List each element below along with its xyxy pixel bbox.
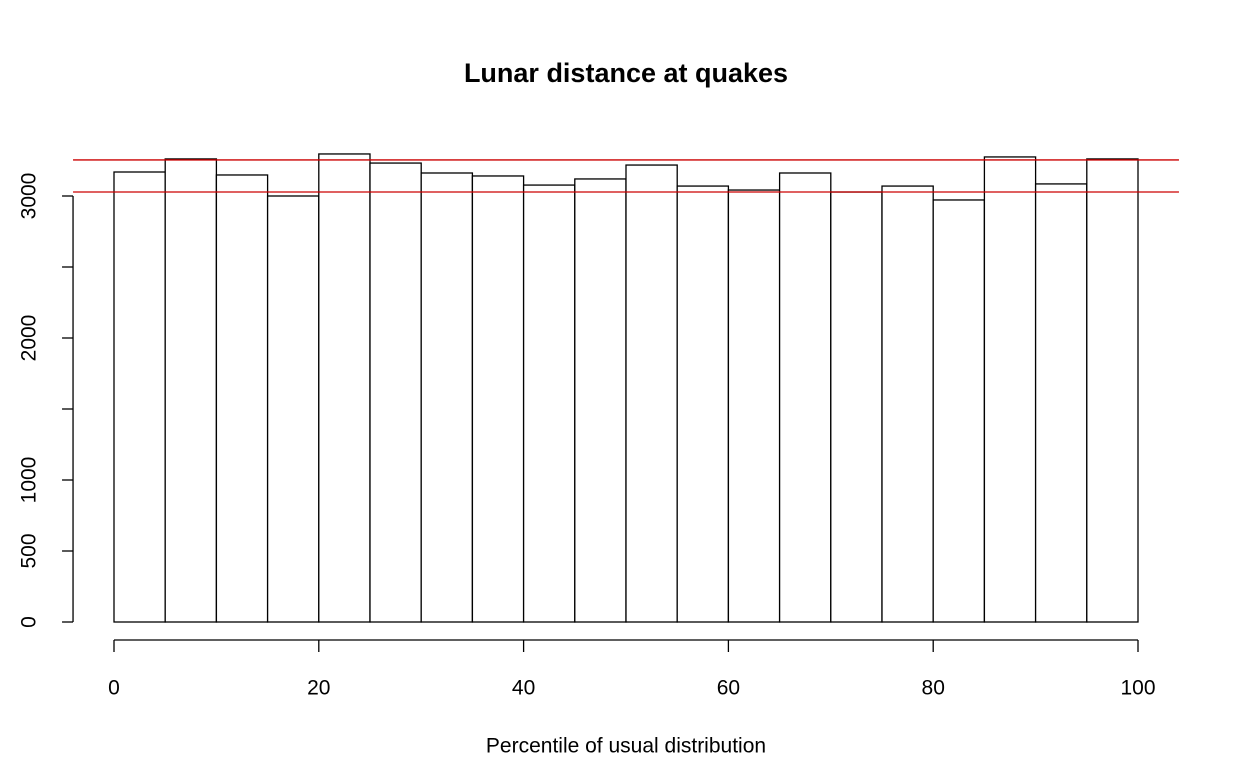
bar [215, 174, 269, 623]
y-tick-label: 0 [18, 616, 41, 628]
bar [676, 185, 730, 623]
bar [830, 191, 883, 623]
x-tick-label: 20 [307, 677, 330, 700]
bar [164, 158, 218, 623]
chart-title: Lunar distance at quakes [464, 58, 788, 88]
bar [932, 199, 986, 623]
bar [625, 164, 678, 623]
bar [1086, 158, 1139, 623]
bar [369, 162, 422, 623]
y-tick-label: 3000 [18, 173, 41, 220]
x-tick-label: 100 [1120, 677, 1155, 700]
x-tick-label: 80 [922, 677, 945, 700]
bar [983, 156, 1037, 623]
bar [318, 153, 371, 623]
bar [881, 185, 934, 623]
bar [1034, 183, 1088, 623]
x-tick-label: 0 [108, 677, 120, 700]
bar [522, 184, 576, 623]
bar [778, 172, 832, 623]
bar [727, 189, 781, 623]
y-tick-label: 1000 [18, 457, 41, 504]
bar [574, 178, 627, 623]
x-tick-label: 60 [717, 677, 740, 700]
bar [471, 175, 525, 623]
x-tick-label: 40 [512, 677, 535, 700]
y-tick-label: 2000 [18, 315, 41, 362]
x-axis-label: Percentile of usual distribution [486, 735, 766, 758]
bar [420, 172, 474, 623]
y-tick-label: 500 [18, 533, 41, 568]
bar [266, 195, 320, 623]
bar [113, 171, 166, 623]
